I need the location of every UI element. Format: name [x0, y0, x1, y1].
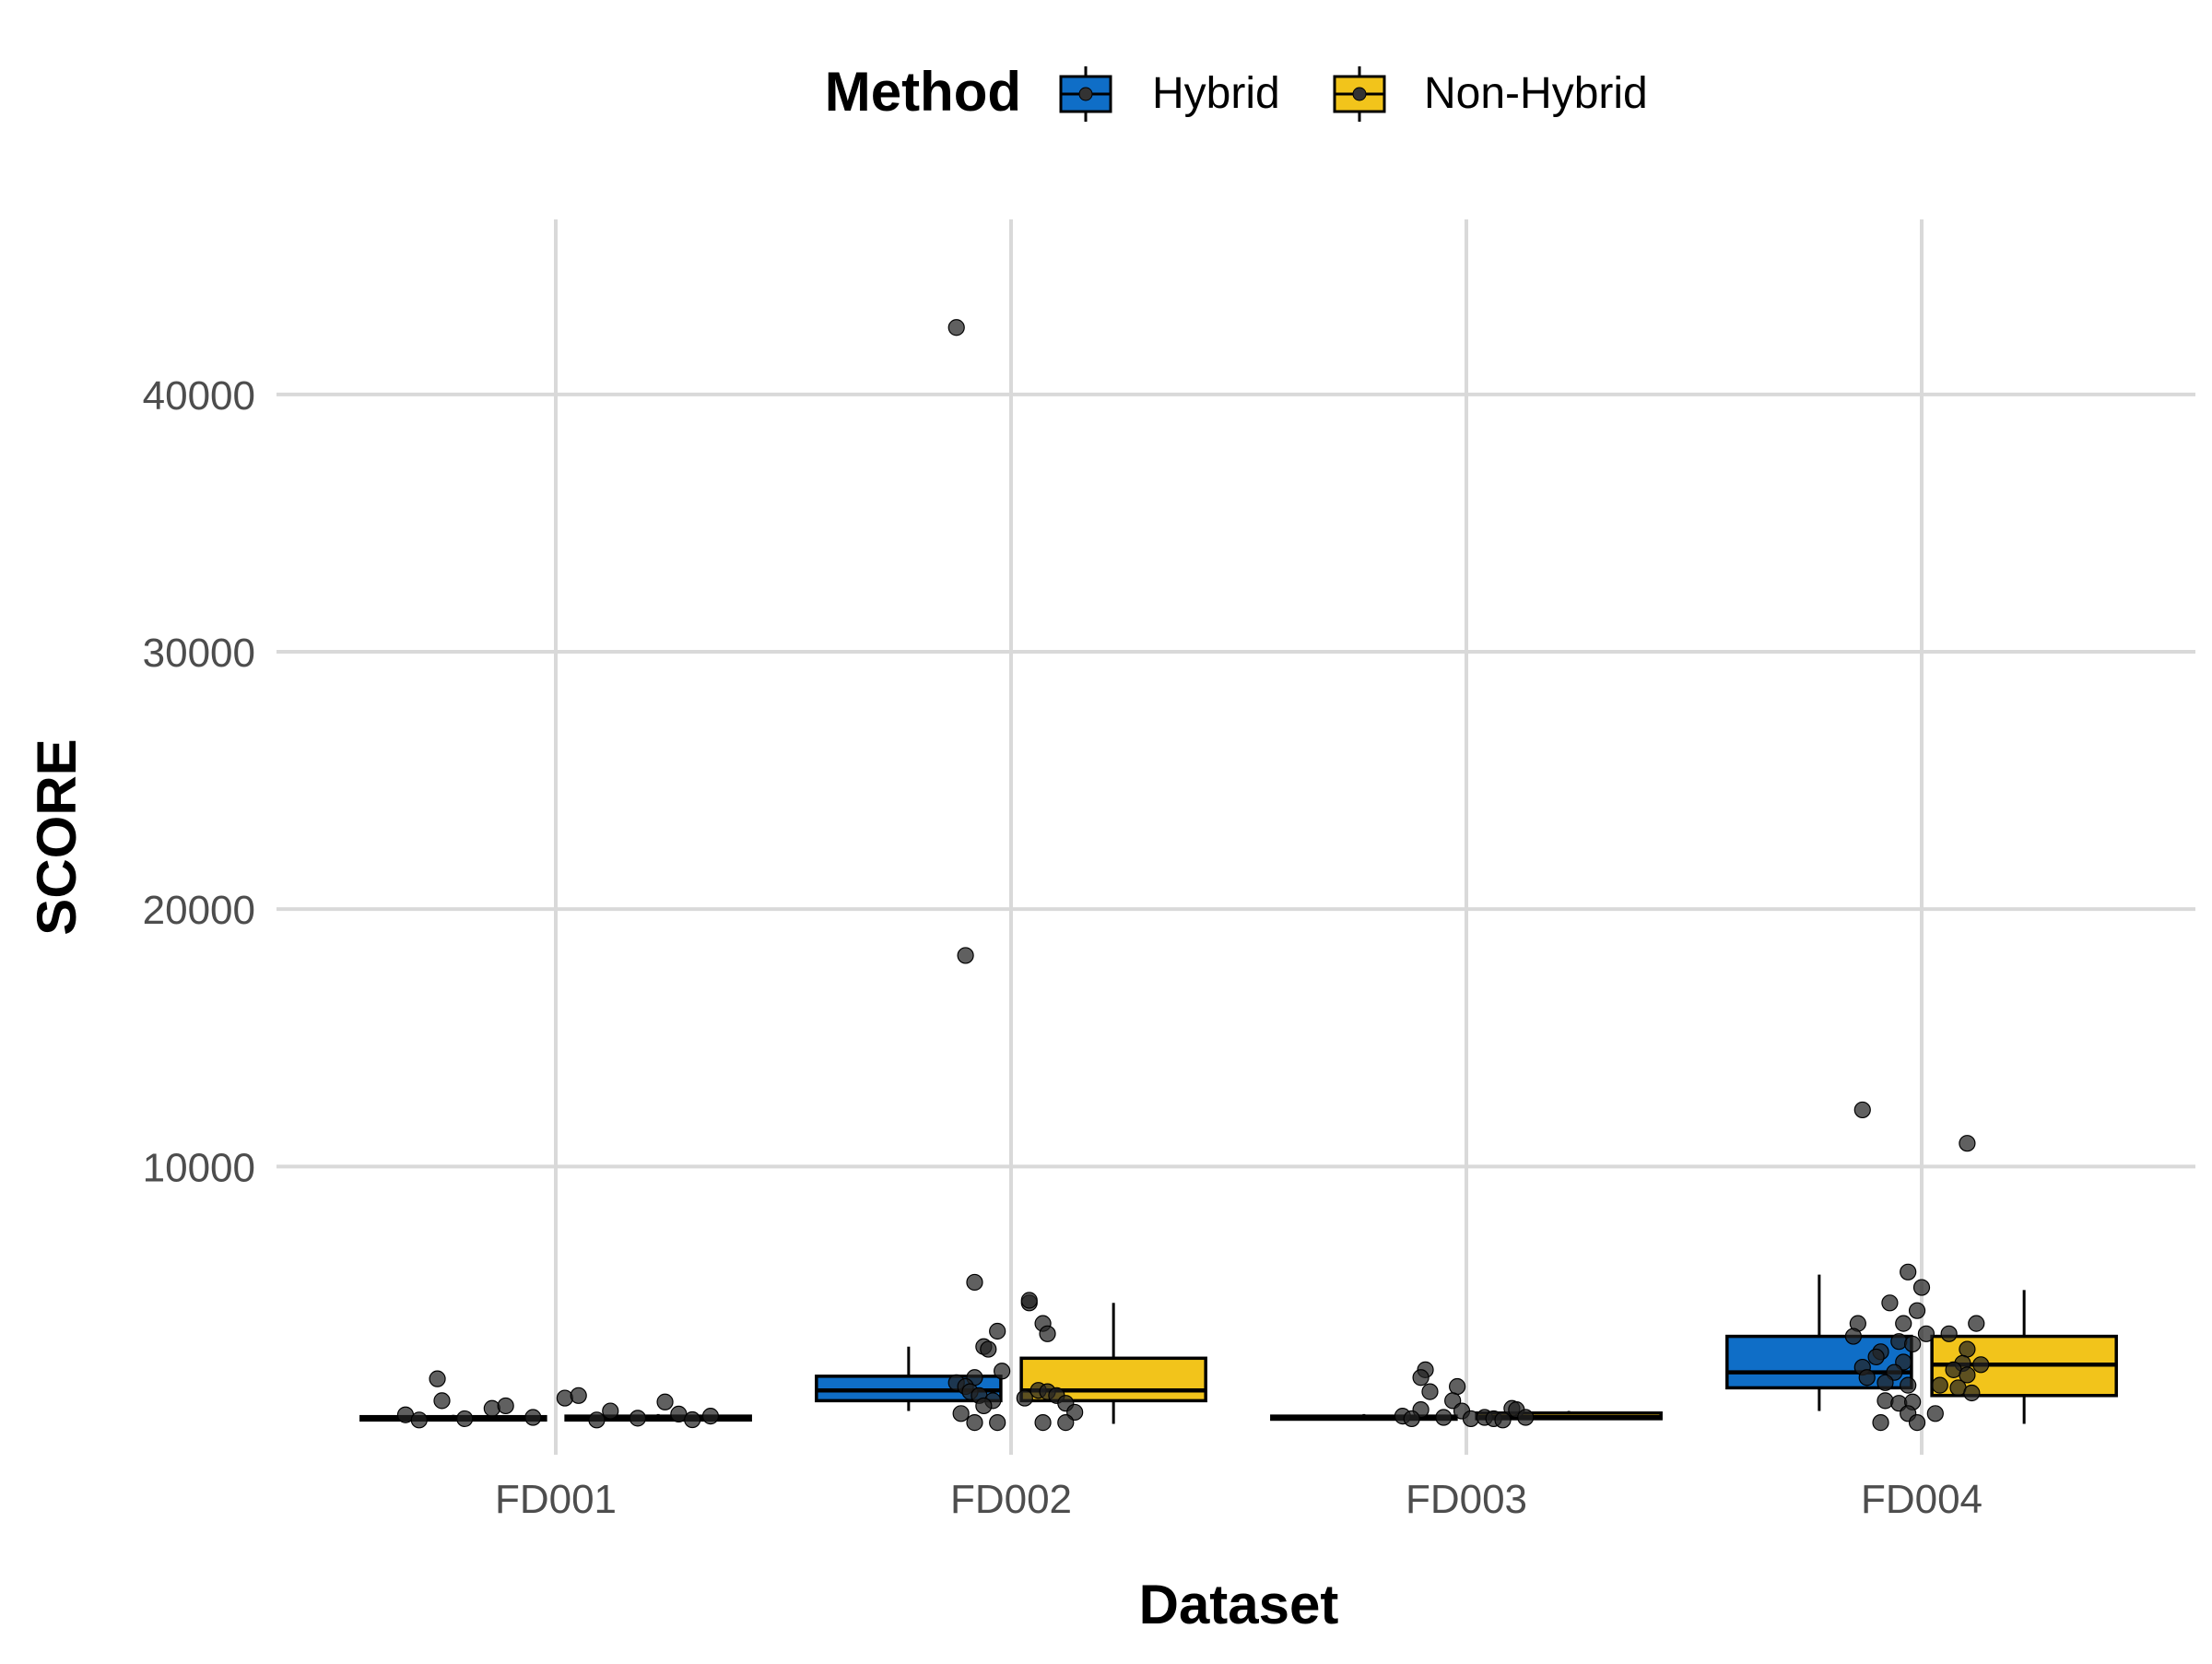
data-point — [966, 1273, 983, 1292]
data-point — [1853, 1101, 1871, 1119]
data-point — [1412, 1369, 1430, 1387]
data-point — [433, 1392, 451, 1410]
data-point — [1931, 1376, 1948, 1394]
data-point — [556, 1389, 573, 1407]
data-point — [1900, 1376, 1917, 1394]
data-point — [1494, 1411, 1512, 1429]
legend: Method Hybrid Non-Hybrid — [825, 61, 1648, 123]
data-point — [952, 1405, 970, 1422]
y-axis-ticks: 10000 20000 30000 40000 — [143, 373, 255, 1191]
box-hybrid-fd003 — [1270, 1413, 1458, 1422]
data-point — [1435, 1409, 1453, 1426]
y-tick-label: 10000 — [143, 1145, 255, 1190]
data-point — [1900, 1263, 1917, 1280]
x-axis-ticks: FD001 FD002 FD003 FD004 — [495, 1477, 1983, 1522]
data-point — [1858, 1369, 1876, 1387]
box-hybrid-fd001 — [359, 1414, 547, 1422]
data-point — [989, 1322, 1006, 1340]
legend-key-point — [1078, 87, 1093, 101]
data-point — [1940, 1325, 1958, 1342]
x-tick-label: FD002 — [950, 1477, 1072, 1522]
data-point — [975, 1397, 993, 1415]
data-point — [1877, 1392, 1894, 1410]
data-point — [701, 1408, 720, 1425]
data-point — [1421, 1383, 1439, 1400]
data-point — [1972, 1356, 1990, 1374]
legend-label-non-hybrid: Non-Hybrid — [1424, 69, 1648, 118]
data-point — [1904, 1335, 1922, 1353]
data-point — [1844, 1328, 1863, 1345]
data-point — [497, 1397, 514, 1415]
y-tick-label: 40000 — [143, 373, 255, 419]
data-points — [396, 319, 1990, 1432]
data-point — [1890, 1333, 1908, 1351]
data-point — [1034, 1414, 1052, 1432]
data-point — [1908, 1302, 1926, 1319]
data-point — [602, 1402, 619, 1420]
x-axis-title: Dataset — [1139, 1574, 1339, 1635]
data-point — [1517, 1409, 1535, 1426]
data-point — [957, 947, 974, 964]
x-tick-label: FD001 — [495, 1477, 617, 1522]
data-point — [1877, 1374, 1894, 1391]
data-point — [656, 1393, 674, 1410]
data-point — [483, 1399, 500, 1417]
boxes — [359, 1274, 2118, 1424]
legend-entry-non-hybrid: Non-Hybrid — [1333, 66, 1648, 122]
data-point — [1020, 1292, 1038, 1309]
legend-label-hybrid: Hybrid — [1152, 69, 1280, 118]
data-point — [1912, 1279, 1931, 1296]
data-point — [524, 1409, 542, 1426]
data-point — [410, 1411, 428, 1429]
data-point — [588, 1411, 606, 1429]
data-point — [1449, 1377, 1466, 1396]
legend-entry-hybrid: Hybrid — [1059, 66, 1280, 122]
data-point — [1403, 1410, 1420, 1428]
legend-title: Method — [825, 61, 1021, 123]
y-tick-label: 20000 — [143, 888, 255, 933]
x-tick-label: FD004 — [1861, 1477, 1983, 1522]
y-axis-title: SCORE — [26, 738, 88, 935]
data-point — [994, 1363, 1011, 1380]
data-point — [1895, 1315, 1912, 1332]
grid — [276, 219, 2195, 1455]
data-point — [1908, 1414, 1926, 1432]
data-point — [570, 1387, 587, 1404]
data-point — [1959, 1340, 1976, 1358]
x-tick-label: FD003 — [1406, 1477, 1527, 1522]
data-point — [1959, 1366, 1976, 1384]
data-point — [1057, 1414, 1075, 1432]
y-tick-label: 30000 — [143, 631, 255, 676]
data-point — [1917, 1325, 1936, 1342]
data-point — [1872, 1414, 1889, 1432]
data-point — [684, 1410, 701, 1429]
data-point — [1968, 1315, 1985, 1332]
data-point — [989, 1414, 1006, 1432]
data-point — [966, 1414, 983, 1432]
data-point — [1867, 1348, 1885, 1366]
data-point — [429, 1370, 446, 1387]
data-point — [1881, 1294, 1899, 1312]
data-point — [947, 319, 965, 336]
data-point — [980, 1340, 997, 1358]
data-point — [1039, 1325, 1056, 1342]
data-point — [456, 1410, 474, 1428]
data-point — [1963, 1384, 1981, 1402]
data-point — [1926, 1405, 1944, 1422]
data-point — [629, 1410, 647, 1427]
data-point — [1959, 1135, 1976, 1152]
legend-key-point — [1352, 87, 1367, 101]
data-point — [1016, 1389, 1033, 1407]
